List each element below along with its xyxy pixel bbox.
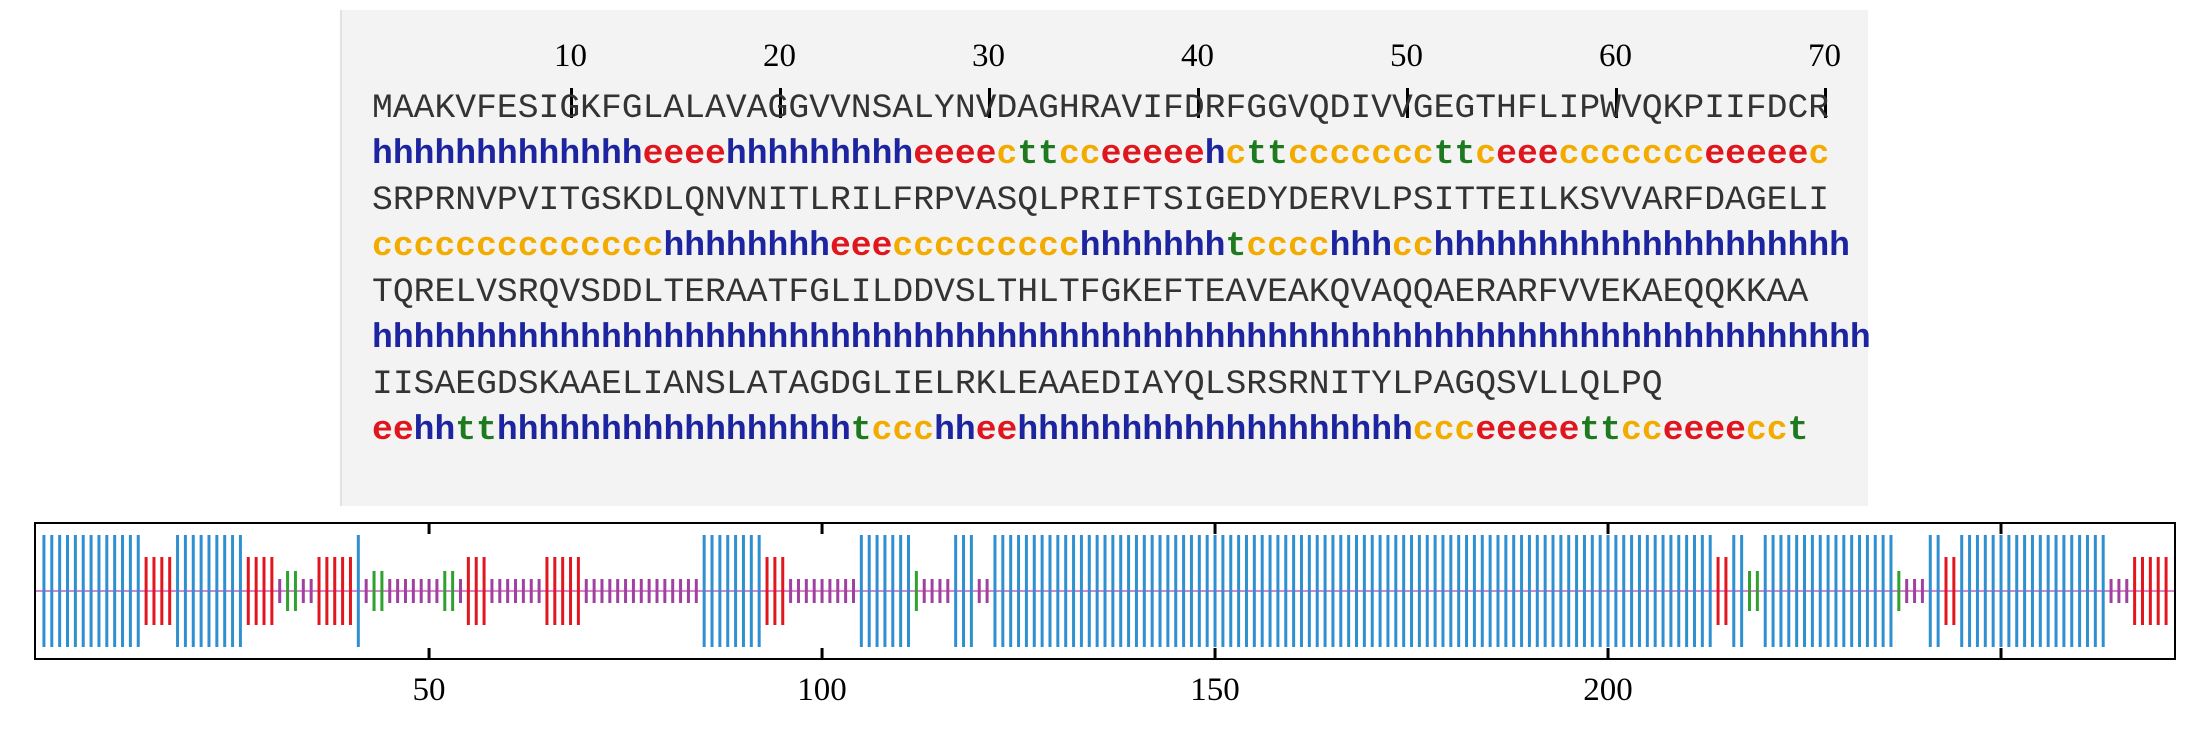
structure-run: hh <box>413 411 456 450</box>
structure-run: eee <box>1496 135 1559 174</box>
structure-run: eee <box>829 227 893 266</box>
track-graphic <box>36 524 2174 658</box>
structure-run: hhhhhhh <box>1079 227 1226 266</box>
structure-run: ee <box>372 411 414 450</box>
ruler-label: 60 <box>1599 38 1633 74</box>
structure-run: hhhhhhhhhhhhhhhhhhhhhhhhhhhhhhhhhhhhhhhh… <box>372 319 1871 358</box>
structure-run: ccc <box>871 411 935 450</box>
structure-run: hhhhhhhhhhhhhhhhhhhh <box>1433 227 1850 266</box>
structure-run: tt <box>1246 135 1288 174</box>
structure-run: eeeee <box>1704 135 1809 174</box>
structure-run: ccc <box>1412 411 1476 450</box>
structure-run: ccccccc <box>1558 135 1705 174</box>
structure-run: cccccccccccccc <box>372 227 664 266</box>
structure-line: hhhhhhhhhhhhheeeehhhhhhhhheeeecttcceeeee… <box>372 132 1829 178</box>
ruler-label: 40 <box>1181 38 1215 74</box>
axis-label: 50 <box>412 672 446 708</box>
structure-run: tt <box>1017 135 1059 174</box>
sequence-line: TQRELVSRQVSDDLTERAATFGLILDDVSLTHLTFGKEFT… <box>372 273 1809 312</box>
structure-run: t <box>1787 411 1809 450</box>
ruler-label: 10 <box>554 38 588 74</box>
structure-run: hh <box>934 411 976 450</box>
structure-run: t <box>1225 227 1247 266</box>
structure-run: cc <box>1621 411 1663 450</box>
structure-run: tt <box>1433 135 1476 174</box>
structure-run: eeeee <box>1100 135 1205 174</box>
structure-run: eeee <box>1662 411 1746 450</box>
structure-run: ccccccccc <box>892 227 1080 266</box>
structure-run: c <box>1808 135 1830 174</box>
ruler-label: 30 <box>972 38 1006 74</box>
secondary-structure-track <box>34 522 2176 660</box>
axis-label: 100 <box>797 672 847 708</box>
sequence-line: MAAKVFESIGKFGLALAVAGGVVNSALYNVDAGHRAVIFD… <box>372 89 1830 128</box>
ruler-label: 70 <box>1808 38 1842 74</box>
axis-label: 200 <box>1583 672 1633 708</box>
structure-run: hhhhhhhhhhhhhhhhh <box>496 411 851 450</box>
structure-run: hhh <box>1329 227 1393 266</box>
structure-run: tt <box>1579 411 1622 450</box>
ruler-tick <box>987 88 991 118</box>
structure-run: hhhhhhhhhhhhh <box>372 135 643 174</box>
structure-run: cc <box>1058 135 1101 174</box>
structure-run: hhhhhhhhhhhhhhhhhhh <box>1017 411 1413 450</box>
structure-run: ee <box>975 411 1018 450</box>
structure-run: h <box>1204 135 1226 174</box>
ruler-tick <box>569 88 573 118</box>
structure-run: t <box>850 411 872 450</box>
structure-run: eeeee <box>1475 411 1580 450</box>
ruler-tick <box>1196 88 1200 118</box>
structure-run: ccccccc <box>1287 135 1434 174</box>
structure-run: c <box>1225 135 1247 174</box>
structure-run: cccc <box>1246 227 1330 266</box>
sequence-line: SRPRNVPVITGSKDLQNVNITLRILFRPVASQLPRIFTSI… <box>372 181 1830 220</box>
structure-run: c <box>1475 135 1497 174</box>
ruler-label: 50 <box>1390 38 1424 74</box>
ruler-tick <box>1823 88 1827 118</box>
structure-line: hhhhhhhhhhhhhhhhhhhhhhhhhhhhhhhhhhhhhhhh… <box>372 316 1871 362</box>
structure-run: c <box>996 135 1018 174</box>
axis-label: 150 <box>1190 672 1240 708</box>
sequence-panel: 10 20 30 40 50 60 70 MAAKVFESIGKFGLALAVAGGVVNS… <box>340 10 1871 506</box>
structure-line: eehhtthhhhhhhhhhhhhhhhhtccchheehhhhhhhhh… <box>372 408 1808 454</box>
structure-run: cc <box>1392 227 1434 266</box>
structure-line: cccccccccccccchhhhhhhheeeccccccccchhhhhh… <box>372 224 1850 270</box>
structure-run: eeee <box>642 135 726 174</box>
structure-run: eeee <box>913 135 997 174</box>
sequence-line: IISAEGDSKAAELIANSLATAGDGLIELRKLEAAEDIAYQ… <box>372 365 1663 404</box>
ruler-tick <box>1405 88 1409 118</box>
structure-run: tt <box>455 411 497 450</box>
ruler-tick <box>1614 88 1618 118</box>
structure-run: cc <box>1745 411 1788 450</box>
structure-run: hhhhhhhh <box>663 227 830 266</box>
structure-run: hhhhhhhhh <box>725 135 914 174</box>
ruler-tick <box>778 88 782 118</box>
ruler-label: 20 <box>763 38 797 74</box>
